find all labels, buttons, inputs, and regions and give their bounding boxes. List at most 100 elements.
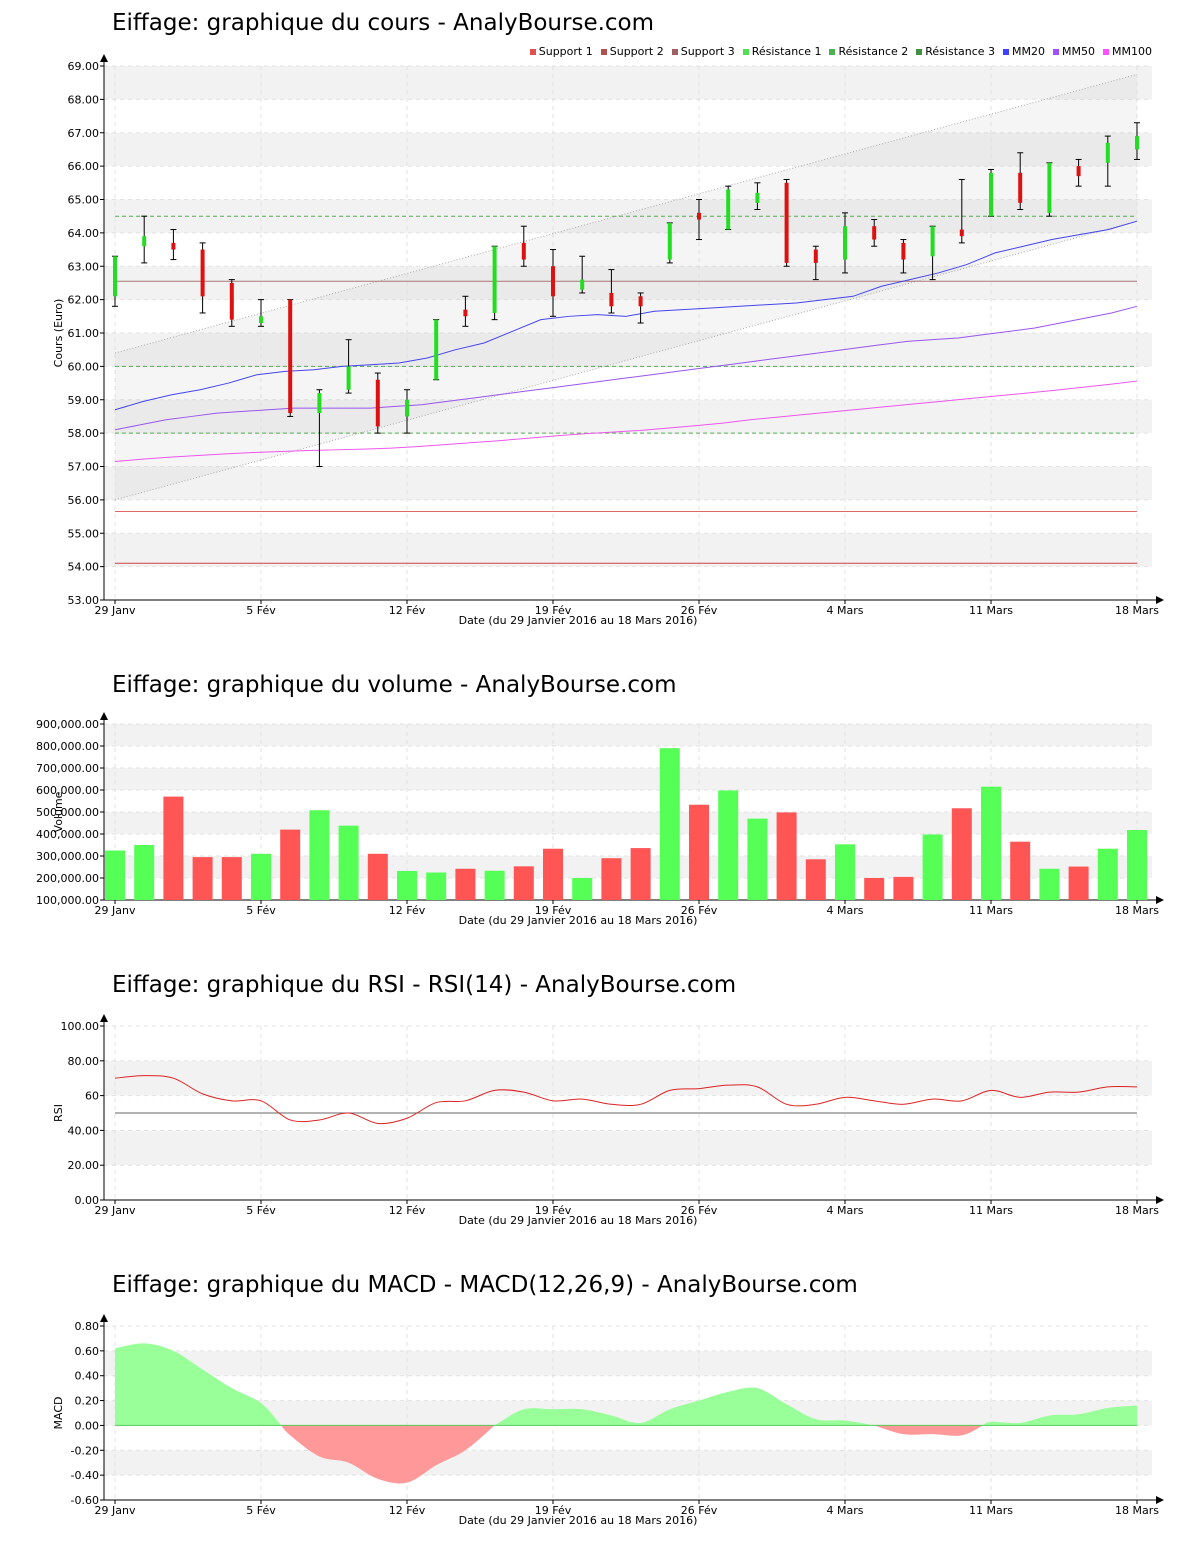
grid-band — [104, 533, 1152, 567]
candle-body — [726, 189, 731, 230]
x-tick-label: 11 Mars — [969, 1204, 1013, 1217]
volume-bar — [309, 810, 330, 900]
legend-item: Résistance 1 — [742, 45, 821, 58]
volume-bar — [397, 870, 417, 900]
candle-body — [1135, 136, 1139, 150]
candle-body — [1105, 142, 1110, 163]
y-tick-label: 300,000.00 — [36, 850, 99, 863]
y-tick-label: -0.40 — [71, 1469, 99, 1482]
candle-body — [1018, 172, 1023, 203]
x-tick-label: 29 Janv — [95, 904, 136, 917]
y-tick-label: 900,000.00 — [36, 718, 99, 731]
candle-body — [551, 266, 555, 297]
x-tick-label: 5 Fév — [246, 1504, 276, 1517]
macd-positive-area — [983, 1405, 1137, 1426]
volume-bar — [951, 808, 972, 900]
x-tick-label: 12 Fév — [389, 1504, 426, 1517]
legend-label: MM100 — [1112, 45, 1152, 58]
legend-swatch — [742, 49, 749, 55]
x-tick-label: 29 Janv — [95, 1204, 136, 1217]
y-tick-label: 80.00 — [68, 1055, 100, 1068]
candle-body — [843, 226, 847, 260]
y-axis-arrow — [100, 712, 108, 720]
candle-body — [784, 182, 789, 263]
x-tick-label: 4 Mars — [827, 904, 864, 917]
y-tick-label: 40.00 — [68, 1124, 100, 1137]
volume-bar — [805, 859, 826, 900]
volume-bar — [338, 825, 359, 900]
volume-bar — [513, 866, 534, 900]
candle-body — [1047, 162, 1052, 213]
legend-label: Support 3 — [680, 45, 735, 58]
x-tick-label: 11 Mars — [969, 604, 1013, 617]
volume-bar — [1127, 830, 1147, 900]
trend-channel-upper — [114, 73, 1138, 354]
x-axis-arrow — [1156, 1496, 1164, 1504]
y-tick-label: 60 — [85, 1090, 99, 1103]
volume-bar — [1068, 866, 1089, 900]
volume-bar — [543, 848, 563, 900]
trend-channel-lower — [114, 220, 1138, 501]
macd-positive-area — [492, 1387, 877, 1427]
legend-label: Support 2 — [609, 45, 664, 58]
x-tick-label: 4 Mars — [827, 1204, 864, 1217]
volume-bar — [426, 872, 447, 900]
legend-item: Résistance 3 — [916, 45, 995, 58]
volume-chart: 100,000.00 200,000.00 300,000.00 400,000.00… — [36, 712, 1164, 927]
y-axis-arrow — [100, 1314, 108, 1322]
candle-body — [346, 366, 351, 390]
y-tick-label: 54.00 — [68, 561, 100, 574]
candle-body — [434, 319, 439, 380]
legend-item: MM100 — [1103, 45, 1152, 58]
candle-body — [113, 256, 117, 297]
grid-band — [104, 1450, 1152, 1476]
macd-negative-area — [281, 1425, 495, 1484]
grid-band — [104, 856, 1152, 878]
volume-bar — [1097, 848, 1118, 900]
y-tick-label: 55.00 — [68, 527, 100, 540]
grid-band — [104, 266, 1152, 300]
volume-bar — [572, 878, 593, 900]
macd-positive-area — [115, 1343, 282, 1426]
candle-body — [667, 222, 672, 260]
x-tick-label: 19 Fév — [535, 1204, 572, 1217]
grid-band — [104, 333, 1152, 367]
y-axis-arrow — [100, 1014, 108, 1022]
y-tick-label: 61.00 — [68, 327, 100, 340]
volume-bar — [221, 857, 242, 900]
volume-bar — [251, 853, 271, 900]
candle-body — [229, 282, 234, 320]
y-tick-label: 68.00 — [68, 93, 100, 106]
x-tick-label: 26 Fév — [681, 604, 718, 617]
legend-label: Résistance 2 — [838, 45, 909, 58]
candle-body — [463, 309, 468, 317]
x-tick-label: 18 Mars — [1115, 604, 1159, 617]
legend-swatch — [1103, 49, 1110, 55]
volume-bar — [367, 853, 388, 900]
rsi-chart: 0.00 20.00 40.00 60 80.00 100.00 29 Janv 5 Fév 1… — [52, 1014, 1164, 1227]
y-tick-label: 58.00 — [68, 427, 100, 440]
x-tick-label: 11 Mars — [969, 1504, 1013, 1517]
rsi-panel: Eiffage: graphique du RSI - RSI(14) - An… — [0, 960, 1200, 1240]
volume-chart-title: Eiffage: graphique du volume - AnalyBour… — [112, 672, 677, 698]
legend-swatch — [529, 49, 536, 55]
x-axis-title: Date (du 29 Janvier 2016 au 18 Mars 2016… — [459, 614, 698, 627]
candle-body — [697, 212, 701, 220]
y-axis-title: Cours (Euro) — [52, 299, 65, 368]
grid-band — [104, 1350, 1152, 1376]
y-tick-label: 69.00 — [68, 60, 100, 73]
y-tick-label: 600,000.00 — [36, 784, 99, 797]
volume-bar — [922, 834, 943, 900]
x-tick-label: 12 Fév — [389, 1204, 426, 1217]
x-axis-arrow — [1156, 896, 1164, 904]
price-chart-title: Eiffage: graphique du cours - AnalyBours… — [112, 10, 655, 36]
candle-body — [259, 316, 263, 323]
grid-band — [104, 466, 1152, 500]
volume-bar — [981, 786, 1001, 900]
y-tick-label: -0.20 — [71, 1444, 99, 1457]
candle-body — [288, 299, 293, 414]
grid-band — [104, 1130, 1152, 1166]
x-tick-label: 29 Janv — [95, 1504, 136, 1517]
candle-body — [580, 279, 585, 290]
x-tick-label: 26 Fév — [681, 904, 718, 917]
